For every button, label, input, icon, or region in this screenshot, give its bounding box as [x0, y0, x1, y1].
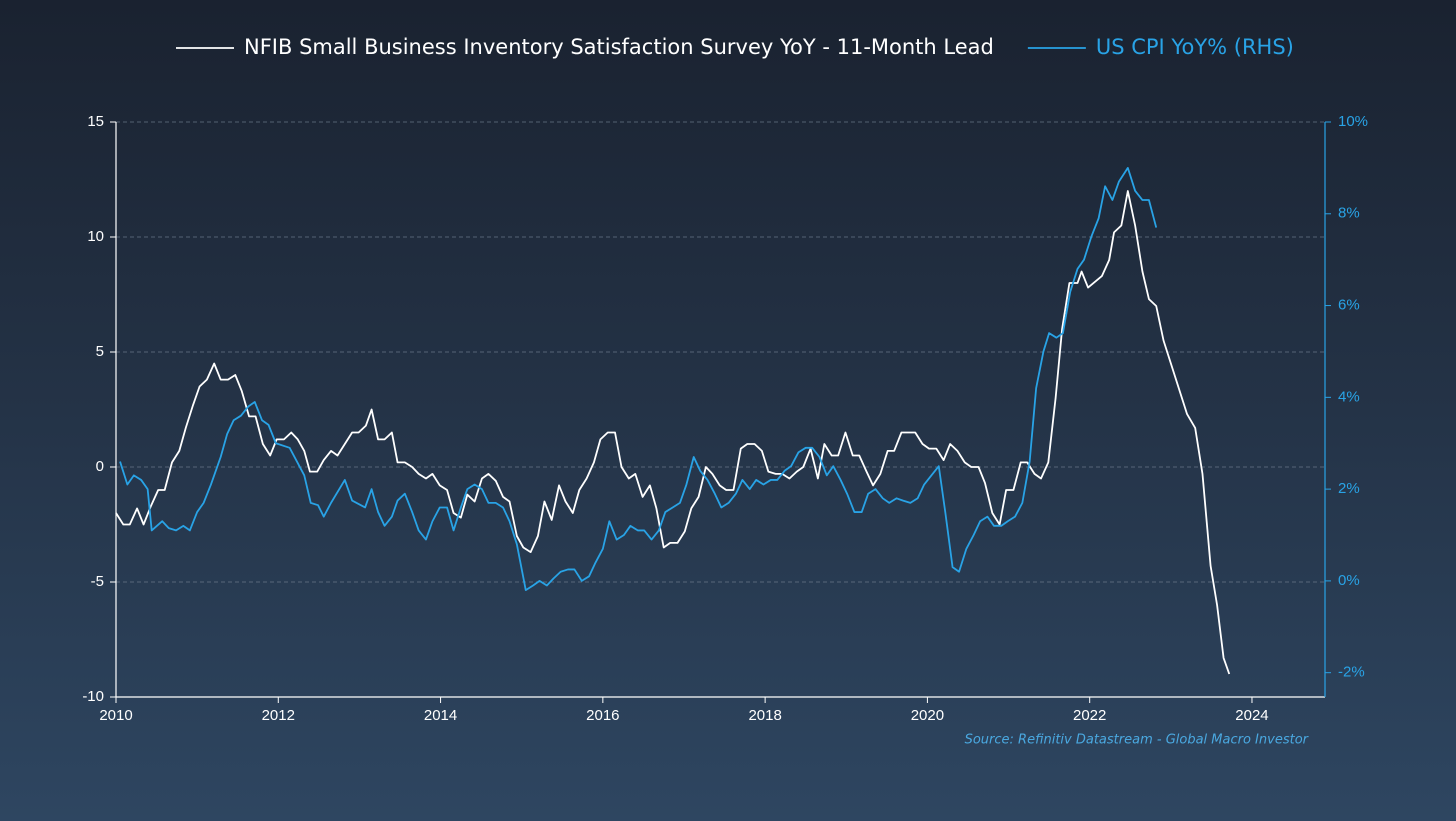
x-tick-label: 2020	[911, 707, 944, 724]
x-tick-label: 2022	[1073, 707, 1106, 724]
y2-tick-label: 2%	[1338, 480, 1360, 497]
legend-label: NFIB Small Business Inventory Satisfacti…	[244, 35, 994, 59]
x-tick-label: 2018	[748, 707, 781, 724]
legend-label: US CPI YoY% (RHS)	[1096, 35, 1294, 59]
y2-tick-label: 6%	[1338, 297, 1360, 314]
x-tick-label: 2014	[424, 707, 457, 724]
source-note: Source: Refinitiv Datastream - Global Ma…	[965, 733, 1310, 748]
y2-tick-label: 4%	[1338, 388, 1360, 405]
x-tick-label: 2010	[99, 707, 132, 724]
y2-tick-label: -2%	[1338, 664, 1365, 681]
y-tick-label: 15	[87, 113, 104, 130]
y2-tick-label: 0%	[1338, 572, 1360, 589]
y-tick-label: 0	[96, 458, 104, 475]
x-tick-label: 2012	[262, 707, 295, 724]
x-tick-label: 2024	[1235, 707, 1268, 724]
data-line	[119, 166, 1158, 591]
x-tick-label: 2016	[586, 707, 619, 724]
y-tick-label: -5	[91, 573, 104, 590]
y2-tick-label: 10%	[1338, 113, 1368, 130]
y2-tick-label: 8%	[1338, 205, 1360, 222]
y-tick-label: 10	[87, 228, 104, 245]
y-tick-label: 5	[96, 343, 104, 360]
data-line	[115, 190, 1231, 675]
y-tick-label: -10	[82, 688, 104, 705]
